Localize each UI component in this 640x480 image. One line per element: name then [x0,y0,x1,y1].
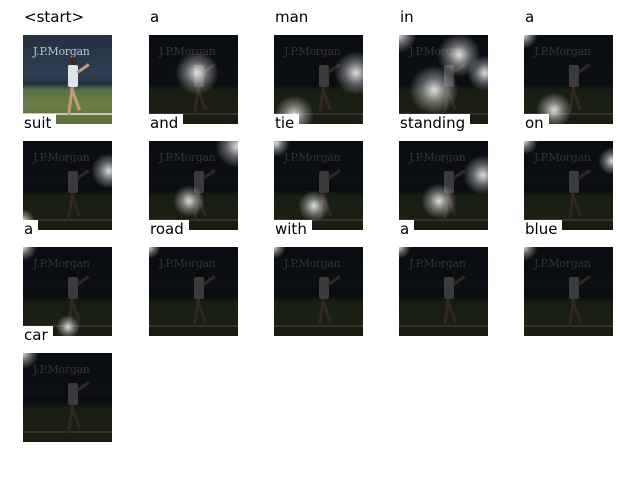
attention-image: J.P.Morgan [23,353,112,442]
caption-word: standing [399,114,471,132]
attention-cell: J.P.Morgan [149,141,239,231]
attention-cell: J.P.Morgan [524,247,614,337]
attention-mask [149,247,238,336]
attention-mask [274,247,363,336]
caption-word: tie [274,114,300,132]
attention-image: J.P.Morgan [524,141,613,230]
attention-image: J.P.Morgan [399,247,488,336]
attention-image: J.P.Morgan [524,247,613,336]
attention-highlight [175,51,219,95]
caption-word: road [149,220,189,238]
attention-highlight [91,153,112,189]
attention-image: J.P.Morgan [149,141,238,230]
tennis-player [63,57,90,119]
attention-highlight [467,55,488,91]
attention-mask [23,353,112,442]
sponsor-wall-text: J.P.Morgan [33,45,90,58]
caption-word: a [399,220,415,238]
attention-cell: J.P.Morgan [274,247,364,337]
attention-cell: J.P.Morgan [399,141,489,231]
caption-word: <start> [23,8,90,26]
caption-word: a [23,220,39,238]
attention-image: J.P.Morgan [274,141,363,230]
caption-word: suit [23,114,57,132]
attention-highlight [173,185,205,217]
attention-image: J.P.Morgan [399,141,488,230]
caption-word: car [23,326,53,344]
caption-word: with [274,220,312,238]
attention-image: J.P.Morgan [149,247,238,336]
attention-cell: J.P.Morgan [524,141,614,231]
attention-cell: J.P.Morgan [149,35,239,125]
attention-cell: J.P.Morgan [23,35,113,125]
attention-mask [524,247,613,336]
attention-highlight [598,147,613,175]
attention-highlight [215,141,238,168]
caption-word: a [149,8,165,26]
attention-cell: J.P.Morgan [399,35,489,125]
attention-cell: J.P.Morgan [23,353,113,443]
attention-cell: J.P.Morgan [274,141,364,231]
attention-highlight [421,183,457,219]
caption-word: man [274,8,314,26]
attention-cell: J.P.Morgan [23,247,113,337]
attention-image: J.P.Morgan [23,141,112,230]
caption-word: a [524,8,540,26]
attention-image: J.P.Morgan [23,35,112,124]
attention-highlight [409,65,459,115]
attention-cell: J.P.Morgan [274,35,364,125]
attention-cell: J.P.Morgan [524,35,614,125]
caption-word: blue [524,220,563,238]
caption-word: on [524,114,549,132]
attention-image: J.P.Morgan [524,35,613,124]
attention-highlight [463,155,488,195]
attention-image: J.P.Morgan [23,247,112,336]
attention-image: J.P.Morgan [399,35,488,124]
attention-image: J.P.Morgan [274,35,363,124]
attention-highlight [298,190,330,222]
attention-cell: J.P.Morgan [23,141,113,231]
caption-word: and [149,114,184,132]
attention-highlight [56,315,80,336]
attention-image: J.P.Morgan [274,247,363,336]
attention-image: J.P.Morgan [149,35,238,124]
caption-word: in [399,8,419,26]
tennis-photo: J.P.Morgan [23,35,112,124]
attention-cell: J.P.Morgan [149,247,239,337]
attention-mask [399,247,488,336]
attention-cell: J.P.Morgan [399,247,489,337]
attention-highlight [334,51,363,95]
